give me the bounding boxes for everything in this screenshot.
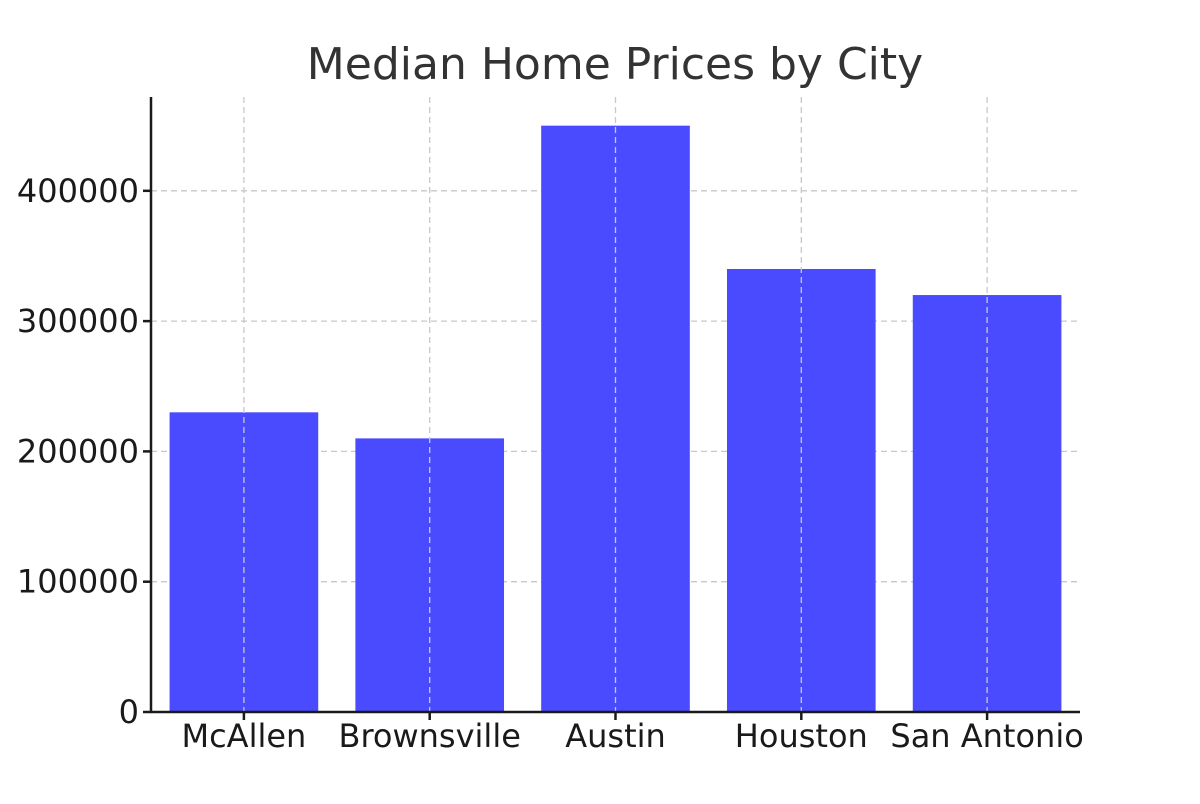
y-tick-label: 100000: [17, 563, 139, 601]
chart-title: Median Home Prices by City: [307, 39, 923, 90]
y-tick-label: 0: [119, 693, 139, 731]
y-tick-label: 300000: [17, 302, 139, 340]
y-tick-label: 400000: [17, 172, 139, 210]
x-tick-label: Austin: [565, 717, 666, 755]
vertical-grid-lines: [243, 97, 988, 712]
x-tick-label: McAllen: [181, 717, 306, 755]
x-tick-label: Houston: [735, 717, 868, 755]
bar: [355, 438, 505, 712]
x-tick-labels: McAllen Brownsville Austin Houston San Anton…: [181, 717, 1083, 755]
x-tick-label: San Antonio: [890, 717, 1083, 755]
x-tick-label: Brownsville: [338, 717, 520, 755]
y-tick-label: 200000: [17, 432, 139, 470]
y-tick-labels: 0 100000 200000 300000 400000: [17, 172, 139, 731]
axes: [143, 97, 1080, 720]
